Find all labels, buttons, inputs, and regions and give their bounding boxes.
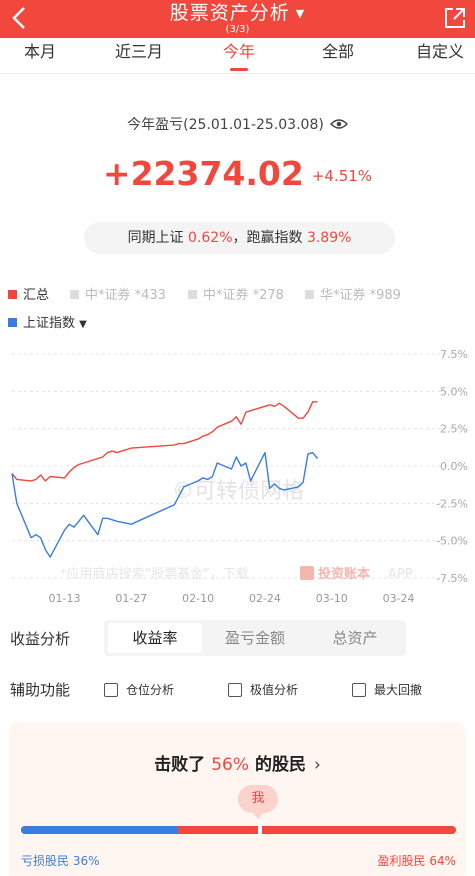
caret-down-icon: ▼ (79, 319, 87, 330)
outperform-return: 3.89% (306, 230, 352, 246)
distribution-bar (21, 826, 456, 834)
me-marker (258, 822, 262, 838)
watermark-text: ©可转债网格 (172, 479, 304, 504)
aux-label: 辅助功能 (10, 681, 71, 699)
legend-label: 华*证券 *989 (320, 288, 401, 303)
checkbox-icon[interactable] (352, 683, 366, 697)
checkbox-position-analysis[interactable]: 仓位分析 (104, 681, 174, 698)
tab-custom[interactable]: 自定义 (415, 42, 464, 61)
legend-item-account-278[interactable]: 中*证券 *278 (188, 284, 284, 303)
footnote-app: APP (388, 567, 413, 582)
legend-item-account-433[interactable]: 中*证券 *433 (70, 284, 166, 303)
page-title[interactable]: 股票资产分析 ▼ (0, 0, 475, 25)
brand-logo-icon (300, 566, 314, 580)
legend-label: 中*证券 *433 (85, 288, 166, 303)
x-tick-label: 01-13 (49, 592, 81, 605)
caret-down-icon: ▼ (295, 7, 306, 20)
beat-title[interactable]: 击败了 56% 的股民 › (9, 750, 466, 775)
footnote-text: *应用商店搜索“股票基金”，下载 (60, 566, 249, 582)
page-title-text: 股票资产分析 (169, 2, 290, 24)
analysis-segmented-control: 收益率 盈亏金额 总资产 (104, 620, 406, 656)
compare-sep: ，跑赢指数 (232, 230, 303, 246)
period-tabs: 本月 近三月 今年 全部 自定义 (0, 38, 475, 74)
benchmark-compare-pill: 同期上证 0.62%，跑赢指数 3.89% (84, 222, 395, 254)
y-tick-label: -5.0% (436, 535, 468, 548)
me-marker-bubble: 我 (238, 785, 278, 819)
checkbox-label: 最大回撤 (374, 683, 423, 697)
x-tick-label: 02-10 (182, 592, 214, 605)
header-bar: 股票资产分析 ▼ (3/3) (0, 0, 475, 38)
beat-prefix: 击败了 (154, 755, 206, 775)
share-icon[interactable] (443, 6, 467, 30)
series-line-total (11, 401, 318, 482)
legend-swatch (305, 290, 314, 299)
series-line-benchmark (11, 451, 319, 558)
compare-prefix: 同期上证 (127, 230, 184, 246)
seg-return-rate[interactable]: 收益率 (108, 623, 202, 653)
legend-label: 中*证券 *278 (203, 288, 284, 303)
footnote-brand: 投资账本 (318, 566, 370, 582)
tab-all[interactable]: 全部 (321, 42, 354, 61)
loss-text: 亏损股民 (21, 854, 70, 868)
y-tick-label: -7.5% (436, 572, 468, 585)
gain-percent: 64% (429, 854, 456, 868)
legend-label: 汇总 (23, 288, 50, 303)
chevron-right-icon: › (313, 755, 321, 775)
eye-icon[interactable] (329, 118, 348, 130)
y-tick-label: 5.0% (440, 385, 468, 398)
checkbox-extreme-analysis[interactable]: 极值分析 (228, 681, 298, 698)
x-tick-label: 03-10 (316, 592, 348, 605)
benchmark-selector[interactable]: 上证指数 ▼ (8, 312, 87, 331)
checkbox-label: 极值分析 (250, 683, 299, 697)
loss-investors-label: 亏损股民 36% (21, 852, 100, 869)
loss-fill (21, 826, 178, 834)
checkbox-label: 仓位分析 (126, 683, 175, 697)
beat-suffix: 的股民 (254, 755, 306, 775)
chevron-left-icon[interactable] (6, 3, 36, 33)
x-tick-label: 01-27 (115, 592, 147, 605)
analysis-label: 收益分析 (10, 630, 71, 648)
tab-this-year[interactable]: 今年 (222, 42, 255, 61)
legend-swatch (188, 290, 197, 299)
pnl-value: +22374.02 (102, 154, 304, 193)
tab-three-months[interactable]: 近三月 (114, 42, 163, 61)
y-tick-label: 7.5% (440, 348, 468, 361)
seg-total-assets[interactable]: 总资产 (332, 629, 378, 647)
tab-this-month[interactable]: 本月 (23, 42, 56, 61)
y-tick-label: -2.5% (436, 497, 468, 510)
legend-swatch (70, 290, 79, 299)
x-tick-label: 02-24 (249, 592, 281, 605)
checkbox-icon[interactable] (228, 683, 242, 697)
y-tick-label: 2.5% (440, 423, 468, 436)
pnl-percent: +4.51% (311, 167, 373, 185)
legend-item-total[interactable]: 汇总 (8, 284, 49, 303)
y-tick-label: 0.0% (440, 460, 468, 473)
summary-period-label: 今年盈亏(25.01.01-25.03.08) (127, 117, 324, 133)
pnl-row: +22374.02 +4.51% (0, 154, 475, 193)
beat-percent: 56% (211, 755, 249, 775)
active-tab-indicator (230, 68, 248, 71)
gain-investors-label: 盈利股民 64% (377, 852, 456, 869)
summary-title: 今年盈亏(25.01.01-25.03.08) (0, 114, 475, 134)
benchmark-label: 上证指数 (23, 316, 76, 331)
page-indicator: (3/3) (225, 24, 250, 35)
benchmark-swatch (8, 318, 17, 327)
seg-pnl-amount[interactable]: 盈亏金额 (224, 629, 285, 647)
x-tick-label: 03-24 (383, 592, 415, 605)
gain-text: 盈利股民 (377, 854, 426, 868)
return-line-chart[interactable]: 7.5% 5.0% 2.5% 0.0% -2.5% -5.0% -7.5% 01-13 01-2… (0, 340, 475, 610)
legend-swatch (8, 290, 17, 299)
loss-percent: 36% (72, 854, 100, 868)
legend-item-account-989[interactable]: 华*证券 *989 (305, 284, 401, 303)
checkbox-max-drawdown[interactable]: 最大回撤 (352, 681, 422, 698)
index-return: 0.62% (188, 230, 233, 246)
checkbox-icon[interactable] (104, 683, 118, 697)
investor-rank-card[interactable]: 击败了 56% 的股民 › 我 亏损股民 36% 盈利股民 64% (9, 722, 466, 876)
